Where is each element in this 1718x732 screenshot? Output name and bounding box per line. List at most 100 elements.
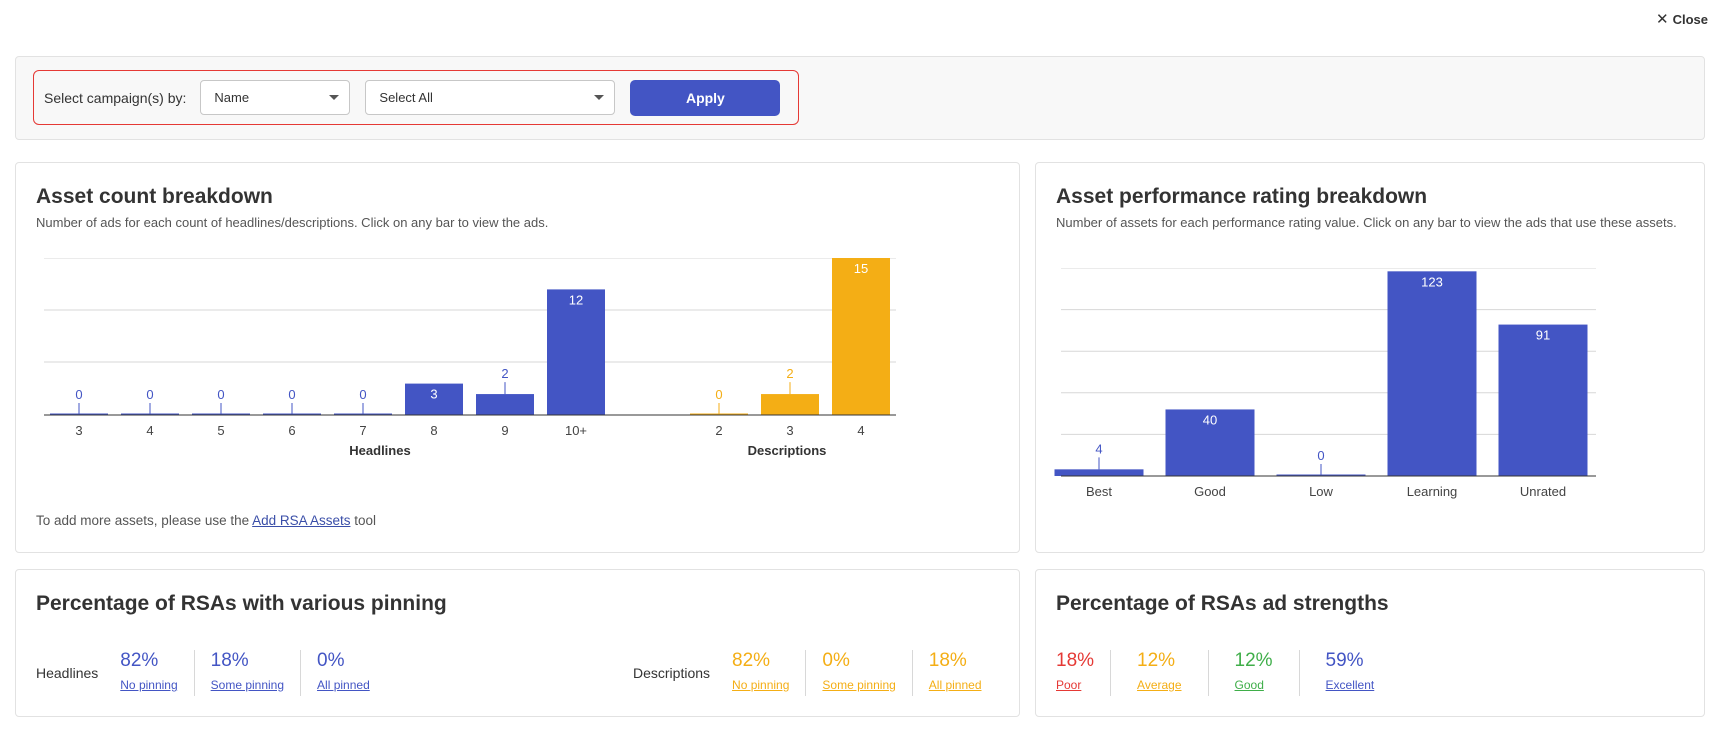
asset-count-subtitle: Number of ads for each count of headline… bbox=[36, 215, 549, 230]
stat-description-all-pinned: 18% All pinned bbox=[911, 650, 998, 696]
asset-count-chart: 0 3 0 4 0 5 0 6 0 7 3 8 2 9 12 10+ Headlines 0 2 2 3 15 4 Descr… bbox=[44, 258, 896, 458]
descriptions-label: Descriptions bbox=[633, 665, 711, 681]
tick-label-headlines-8: 8 bbox=[430, 423, 437, 438]
stat-strength-good: 12% Good bbox=[1207, 650, 1299, 696]
no-pinning-link[interactable]: No pinning bbox=[120, 678, 178, 692]
all-pinned-link[interactable]: All pinned bbox=[317, 678, 370, 692]
close-button[interactable]: ✕ Close bbox=[1656, 10, 1708, 28]
select-by-value: Name bbox=[214, 90, 250, 105]
stat-strength-poor: 18% Poor bbox=[1056, 650, 1110, 696]
tick-label-learning: Learning bbox=[1407, 484, 1458, 499]
data-label-headlines-8: 3 bbox=[430, 387, 437, 402]
tick-label-headlines-3: 3 bbox=[75, 423, 82, 438]
campaign-selection-dropdown[interactable]: Select All bbox=[365, 80, 616, 115]
no-pinning-link[interactable]: No pinning bbox=[732, 678, 790, 692]
stat-description-some-pinning: 0% Some pinning bbox=[805, 650, 911, 696]
data-label-best: 4 bbox=[1095, 441, 1102, 456]
campaign-selection-value: Select All bbox=[379, 90, 433, 105]
stat-value: 18% bbox=[210, 650, 249, 671]
tick-label-best: Best bbox=[1086, 484, 1112, 499]
campaign-filter: Select campaign(s) by: Name Select All A… bbox=[33, 70, 799, 125]
ad-strength-card: Percentage of RSAs ad strengths 18% Poor… bbox=[1035, 569, 1705, 717]
tick-label-descriptions-4: 4 bbox=[857, 423, 864, 438]
apply-button[interactable]: Apply bbox=[630, 79, 781, 116]
performance-chart: 4 Best 40 Good 0 Low 123 Learning 91 Unrated bbox=[1054, 268, 1596, 499]
tick-label-descriptions-3: 3 bbox=[786, 423, 793, 438]
bar-descriptions-4[interactable] bbox=[832, 258, 890, 415]
asset-count-footnote: To add more assets, please use the Add R… bbox=[36, 513, 376, 528]
stat-description-no-pinning: 82% No pinning bbox=[732, 650, 805, 696]
tick-label-unrated: Unrated bbox=[1520, 484, 1566, 499]
data-label-descriptions-4: 15 bbox=[854, 261, 868, 276]
good-link[interactable]: Good bbox=[1234, 678, 1264, 692]
stat-value: 12% bbox=[1234, 650, 1273, 671]
stat-value: 59% bbox=[1325, 650, 1364, 671]
data-label-headlines-6: 0 bbox=[288, 387, 295, 402]
stat-headline-all-pinned: 0% All pinned bbox=[300, 650, 386, 696]
data-label-headlines-7: 0 bbox=[359, 387, 366, 402]
performance-title: Asset performance rating breakdown bbox=[1056, 185, 1428, 208]
tick-label-descriptions-2: 2 bbox=[715, 423, 722, 438]
bar-unrated[interactable] bbox=[1498, 324, 1588, 476]
some-pinning-link[interactable]: Some pinning bbox=[210, 678, 285, 692]
filter-label: Select campaign(s) by: bbox=[44, 89, 187, 106]
stat-strength-excellent: 59% Excellent bbox=[1298, 650, 1391, 696]
group-label-headlines: Headlines bbox=[349, 443, 410, 458]
stat-headline-no-pinning: 82% No pinning bbox=[120, 650, 193, 696]
stat-value: 82% bbox=[732, 650, 771, 671]
tick-label-low: Low bbox=[1309, 484, 1333, 499]
pinning-card: Percentage of RSAs with various pinning … bbox=[15, 569, 1020, 717]
filter-bar: Select campaign(s) by: Name Select All A… bbox=[15, 56, 1705, 140]
description-pinning-stats: Descriptions 82% No pinning 0% Some pinn… bbox=[633, 650, 998, 696]
data-label-low: 0 bbox=[1317, 448, 1324, 463]
bar-learning[interactable] bbox=[1387, 271, 1477, 476]
data-label-learning: 123 bbox=[1421, 274, 1443, 289]
poor-link[interactable]: Poor bbox=[1056, 678, 1082, 692]
footnote-prefix: To add more assets, please use the bbox=[36, 513, 250, 528]
pinning-title: Percentage of RSAs with various pinning bbox=[36, 592, 447, 615]
data-label-headlines-3: 0 bbox=[75, 387, 82, 402]
stat-value: 12% bbox=[1137, 650, 1176, 671]
tick-label-headlines-9: 9 bbox=[501, 423, 508, 438]
chevron-down-icon bbox=[329, 95, 340, 100]
all-pinned-link[interactable]: All pinned bbox=[928, 678, 982, 692]
excellent-link[interactable]: Excellent bbox=[1325, 678, 1375, 692]
bar-best[interactable] bbox=[1054, 469, 1144, 476]
average-link[interactable]: Average bbox=[1137, 678, 1182, 692]
data-label-headlines-5: 0 bbox=[217, 387, 224, 402]
close-label: Close bbox=[1672, 11, 1708, 27]
headlines-label: Headlines bbox=[36, 665, 99, 681]
stat-strength-average: 12% Average bbox=[1110, 650, 1207, 696]
data-label-headlines-4: 0 bbox=[146, 387, 153, 402]
bar-headlines-9[interactable] bbox=[476, 394, 534, 415]
tick-label-headlines-4: 4 bbox=[146, 423, 153, 438]
data-label-unrated: 91 bbox=[1536, 328, 1550, 343]
bar-good[interactable] bbox=[1165, 409, 1255, 476]
ad-strength-title: Percentage of RSAs ad strengths bbox=[1056, 592, 1389, 615]
data-label-good: 40 bbox=[1203, 412, 1217, 427]
bar-headlines-10plus[interactable] bbox=[547, 289, 605, 415]
stat-value: 0% bbox=[822, 650, 850, 671]
stat-value: 0% bbox=[317, 650, 345, 671]
tick-label-good: Good bbox=[1194, 484, 1226, 499]
ad-strength-stats: 18% Poor 12% Average 12% Good 59% Excell… bbox=[1056, 650, 1390, 696]
close-icon: ✕ bbox=[1656, 11, 1669, 28]
data-label-headlines-9: 2 bbox=[501, 366, 508, 381]
tick-label-headlines-10plus: 10+ bbox=[565, 423, 587, 438]
performance-card: Asset performance rating breakdown Numbe… bbox=[1035, 162, 1705, 553]
group-label-descriptions: Descriptions bbox=[748, 443, 827, 458]
bar-descriptions-3[interactable] bbox=[761, 394, 819, 415]
tick-label-headlines-6: 6 bbox=[288, 423, 295, 438]
some-pinning-link[interactable]: Some pinning bbox=[822, 678, 896, 692]
data-label-headlines-10plus: 12 bbox=[569, 292, 583, 307]
add-rsa-assets-link[interactable]: Add RSA Assets bbox=[252, 513, 351, 528]
headline-pinning-stats: Headlines 82% No pinning 18% Some pinnin… bbox=[36, 650, 386, 696]
chevron-down-icon bbox=[594, 95, 605, 100]
stat-headline-some-pinning: 18% Some pinning bbox=[193, 650, 300, 696]
tick-label-headlines-7: 7 bbox=[359, 423, 366, 438]
stat-value: 82% bbox=[120, 650, 159, 671]
select-by-dropdown[interactable]: Name bbox=[200, 80, 351, 115]
asset-count-card: Asset count breakdown Number of ads for … bbox=[15, 162, 1020, 553]
performance-subtitle: Number of assets for each performance ra… bbox=[1056, 215, 1677, 230]
bar-headlines-8[interactable] bbox=[405, 383, 463, 415]
